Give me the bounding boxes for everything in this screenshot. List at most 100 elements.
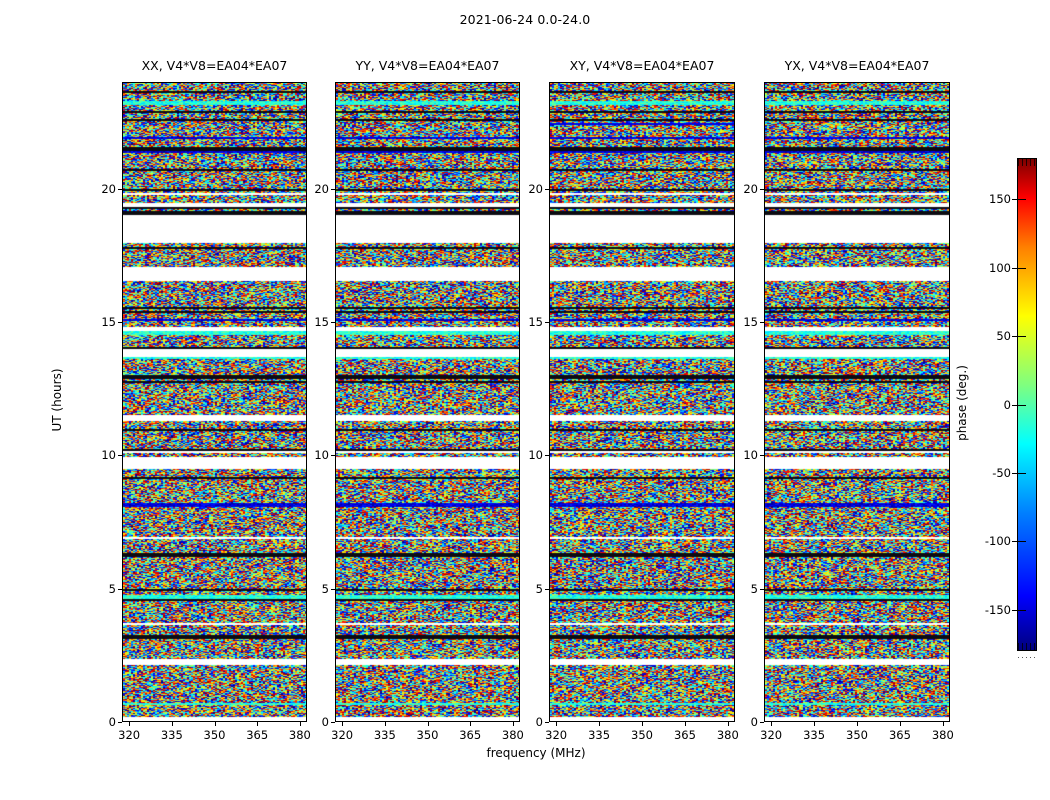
y-tick-label: 20 — [101, 181, 116, 196]
x-tick-label: 320 — [760, 728, 783, 742]
x-tick-label: 350 — [846, 728, 868, 742]
x-tick-mark — [684, 722, 686, 726]
colorbar-tick-mark-inner — [1018, 609, 1026, 611]
y-tick-mark — [760, 722, 764, 723]
x-tick-mark — [727, 722, 729, 726]
y-tick-label: 0 — [750, 715, 758, 729]
colorbar-tick-label: -50 — [992, 465, 1011, 480]
y-tick-label: 10 — [314, 448, 329, 463]
y-tick-label: 10 — [743, 448, 758, 463]
y-tick-mark — [545, 188, 549, 190]
panel-image-data — [765, 83, 949, 721]
y-tick-label: 5 — [750, 581, 758, 596]
colorbar-tick-mark-inner — [1018, 541, 1026, 543]
x-tick-mark — [470, 722, 472, 726]
colorbar-tick-mark-inner — [1018, 404, 1026, 406]
y-tick-label: 5 — [108, 581, 116, 596]
x-tick-mark — [899, 722, 901, 726]
x-tick-mark — [857, 722, 858, 726]
colorbar-tick-mark — [1012, 609, 1017, 611]
y-tick-label: 5 — [535, 581, 543, 596]
colorbar[interactable] — [1017, 158, 1037, 651]
x-tick-mark — [299, 722, 301, 726]
x-tick-label: 350 — [631, 728, 653, 742]
x-tick-mark — [512, 722, 514, 726]
colorbar-tick-mark — [1012, 199, 1017, 201]
x-tick-label: 350 — [203, 728, 226, 742]
x-tick-mark — [771, 722, 773, 726]
y-tick-label: 0 — [321, 715, 329, 729]
panel-title-yy: YY, V4*V8=EA04*EA07 — [355, 58, 500, 73]
colorbar-baseline-dashes — [1018, 657, 1036, 658]
colorbar-tick-mark-inner — [1018, 267, 1026, 269]
colorbar-tick-mark — [1012, 336, 1017, 338]
panel-title-xy: XY, V4*V8=EA04*EA07 — [569, 58, 715, 73]
y-tick-mark — [760, 322, 764, 323]
y-tick-label: 15 — [101, 315, 116, 329]
x-tick-label: 380 — [716, 728, 739, 742]
y-tick-label: 20 — [528, 181, 543, 196]
x-tick-label: 335 — [803, 728, 826, 742]
x-tick-label: 380 — [501, 728, 524, 742]
phase-waterfall-panel-yx[interactable] — [764, 82, 950, 722]
colorbar-tick-label: 150 — [989, 192, 1011, 207]
x-tick-label: 320 — [118, 728, 141, 742]
x-tick-label: 335 — [373, 728, 396, 742]
x-tick-label: 350 — [416, 728, 439, 742]
phase-waterfall-panel-yy[interactable] — [335, 82, 520, 722]
y-tick-mark — [118, 588, 122, 590]
y-tick-mark — [118, 322, 122, 323]
colorbar-tick-label: 100 — [989, 260, 1011, 275]
x-tick-mark — [214, 722, 216, 726]
colorbar-tick-label: -150 — [984, 602, 1011, 617]
x-tick-label: 380 — [288, 728, 311, 742]
x-tick-mark — [556, 722, 558, 726]
colorbar-tick-label: -100 — [984, 534, 1011, 549]
x-tick-mark — [342, 722, 344, 726]
y-tick-label: 15 — [528, 315, 543, 329]
y-tick-mark — [118, 188, 122, 190]
x-tick-label: 335 — [588, 728, 611, 742]
x-tick-mark — [427, 722, 429, 726]
y-tick-label: 0 — [108, 715, 116, 729]
colorbar-tick-mark — [1012, 404, 1017, 406]
colorbar-tick-mark — [1012, 541, 1017, 543]
y-tick-label: 10 — [101, 448, 116, 463]
panel-title-xx: XX, V4*V8=EA04*EA07 — [141, 58, 288, 73]
y-tick-mark — [118, 722, 122, 723]
y-tick-label: 20 — [743, 181, 758, 196]
y-tick-label: 15 — [314, 315, 329, 329]
y-tick-mark — [545, 455, 549, 457]
y-tick-mark — [545, 588, 549, 590]
x-tick-mark — [642, 722, 643, 726]
y-tick-label: 10 — [528, 448, 543, 463]
y-axis-label: UT (hours) — [50, 368, 64, 432]
panel-image-data — [336, 83, 519, 721]
x-tick-mark — [171, 722, 173, 726]
y-tick-label: 5 — [321, 581, 329, 596]
panel-title-yx: YX, V4*V8=EA04*EA07 — [784, 58, 930, 73]
x-tick-mark — [599, 722, 601, 726]
colorbar-tick-mark-inner — [1018, 472, 1026, 474]
y-tick-mark — [545, 722, 549, 723]
panel-image-data — [123, 83, 306, 721]
x-tick-mark — [942, 722, 944, 726]
x-tick-label: 365 — [888, 728, 911, 742]
y-tick-mark — [331, 322, 335, 323]
x-tick-label: 365 — [459, 728, 482, 742]
phase-waterfall-panel-xy[interactable] — [549, 82, 735, 722]
y-tick-mark — [331, 455, 335, 457]
x-axis-label: frequency (MHz) — [486, 746, 586, 760]
x-tick-label: 335 — [160, 728, 183, 742]
x-tick-label: 380 — [931, 728, 954, 742]
panel-image-data — [550, 83, 734, 721]
x-tick-label: 320 — [331, 728, 354, 742]
x-tick-mark — [257, 722, 259, 726]
colorbar-tick-label: 50 — [996, 329, 1011, 344]
y-tick-mark — [545, 322, 549, 323]
phase-waterfall-panel-xx[interactable] — [122, 82, 307, 722]
x-tick-mark — [384, 722, 386, 726]
colorbar-tick-label: 0 — [1003, 397, 1011, 412]
y-tick-mark — [760, 588, 764, 590]
colorbar-tick-mark-inner — [1018, 199, 1026, 201]
